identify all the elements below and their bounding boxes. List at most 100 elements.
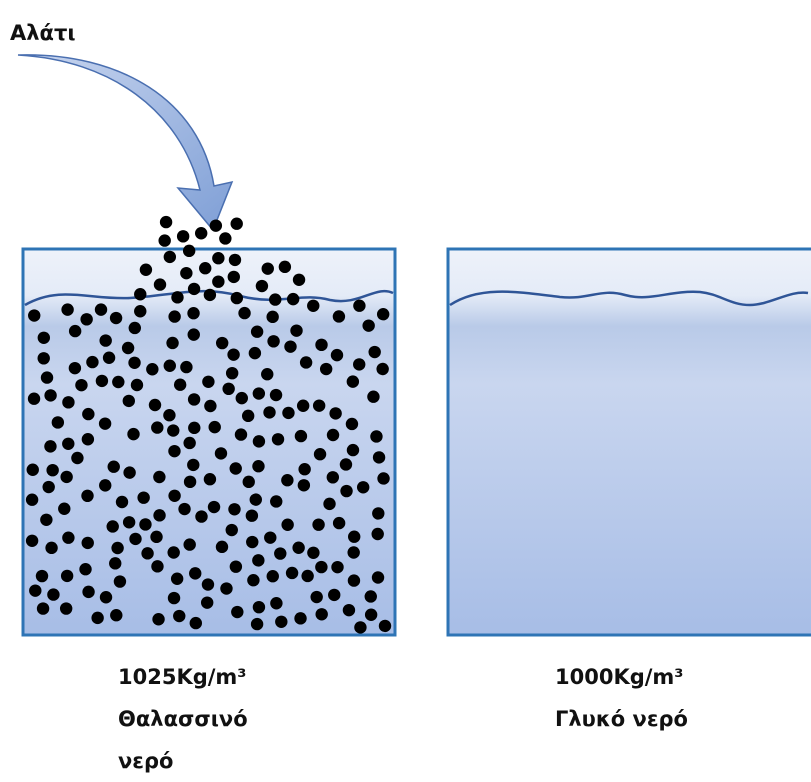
salt-particle (37, 602, 49, 614)
salt-particle (80, 313, 92, 325)
salt-particle (313, 399, 325, 411)
salt-particle (315, 608, 327, 620)
salt-particle (284, 340, 296, 352)
salt-particle (293, 274, 305, 286)
salt-particle (134, 288, 146, 300)
salt-particle (195, 510, 207, 522)
salt-particle (235, 428, 247, 440)
salt-particle (141, 547, 153, 559)
salt-particle (62, 396, 74, 408)
salt-particle (146, 363, 158, 375)
salt-particle (188, 328, 200, 340)
salt-particle (26, 494, 38, 506)
salt-particle (168, 490, 180, 502)
salt-particle (267, 335, 279, 347)
salt-particle (346, 418, 358, 430)
salt-particle (367, 391, 379, 403)
salt-particle (212, 275, 224, 287)
salt-particle (331, 349, 343, 361)
salt-particle (150, 531, 162, 543)
salt-particle (36, 570, 48, 582)
salt-particle (270, 597, 282, 609)
salt-particle (231, 292, 243, 304)
salt-particle (96, 375, 108, 387)
container-name: Γλυκό νερό (555, 698, 688, 740)
salt-particle (251, 326, 263, 338)
salt-particle (282, 407, 294, 419)
salt-particle (327, 471, 339, 483)
salt-particle (52, 416, 64, 428)
salt-particle (99, 479, 111, 491)
salt-particle (368, 346, 380, 358)
salt-particle (377, 472, 389, 484)
density-label: 1025Kg/m³ (118, 656, 247, 698)
salt-particle (129, 322, 141, 334)
salt-particle (333, 310, 345, 322)
salt-particle (219, 232, 231, 244)
salt-particle (46, 464, 58, 476)
salt-particle (340, 485, 352, 497)
salt-particle (166, 337, 178, 349)
salt-particle (286, 567, 298, 579)
salt-particle (27, 464, 39, 476)
salt-particle (184, 476, 196, 488)
salt-particle (201, 596, 213, 608)
salt-particle (173, 610, 185, 622)
salt-particle (41, 371, 53, 383)
salt-particle (183, 437, 195, 449)
salt-particle (353, 358, 365, 370)
salt-particle (231, 606, 243, 618)
salt-particle (279, 261, 291, 273)
salt-particle (103, 352, 115, 364)
salt-particle (256, 280, 268, 292)
salt-particle (310, 591, 322, 603)
salt-particle (340, 458, 352, 470)
salt-particle (45, 542, 57, 554)
salt-particle (151, 560, 163, 572)
salt-particle (189, 567, 201, 579)
salt-particle (28, 309, 40, 321)
salt-particle (281, 474, 293, 486)
salt-particle (183, 245, 195, 257)
salt-particle (137, 491, 149, 503)
salt-particle (153, 509, 165, 521)
salt-particle (354, 621, 366, 633)
salt-particle (195, 227, 207, 239)
salt-particle (210, 219, 222, 231)
salt-particle (365, 590, 377, 602)
salt-particle (226, 367, 238, 379)
salt-particle (82, 537, 94, 549)
salt-particle (40, 514, 52, 526)
salt-particle (168, 310, 180, 322)
salt-particle (247, 574, 259, 586)
salt-particle (99, 334, 111, 346)
salt-particle (226, 524, 238, 536)
salt-particle (230, 462, 242, 474)
salt-particle (26, 535, 38, 547)
salt-particle (188, 283, 200, 295)
salt-particle (47, 588, 59, 600)
salt-particle (28, 393, 40, 405)
container-name: Θαλασσινό νερό (118, 698, 278, 782)
fresh-container (448, 249, 811, 635)
salt-particle (372, 507, 384, 519)
salt-particle (154, 278, 166, 290)
salt-particle (377, 308, 389, 320)
salt-particle (266, 311, 278, 323)
salt-particle (238, 307, 250, 319)
salt-particle (204, 289, 216, 301)
salt-particle (294, 612, 306, 624)
salt-particle (116, 496, 128, 508)
salt-particle (168, 445, 180, 457)
salt-particle (270, 495, 282, 507)
salt-particle (222, 383, 234, 395)
salt-particle (264, 531, 276, 543)
salt-particle (151, 421, 163, 433)
salt-particle (204, 473, 216, 485)
salt-particle (95, 303, 107, 315)
salt-particle (261, 368, 273, 380)
salt-particle (79, 563, 91, 575)
salt-particle (251, 618, 263, 630)
salt-particle (376, 363, 388, 375)
salt-particle (99, 417, 111, 429)
